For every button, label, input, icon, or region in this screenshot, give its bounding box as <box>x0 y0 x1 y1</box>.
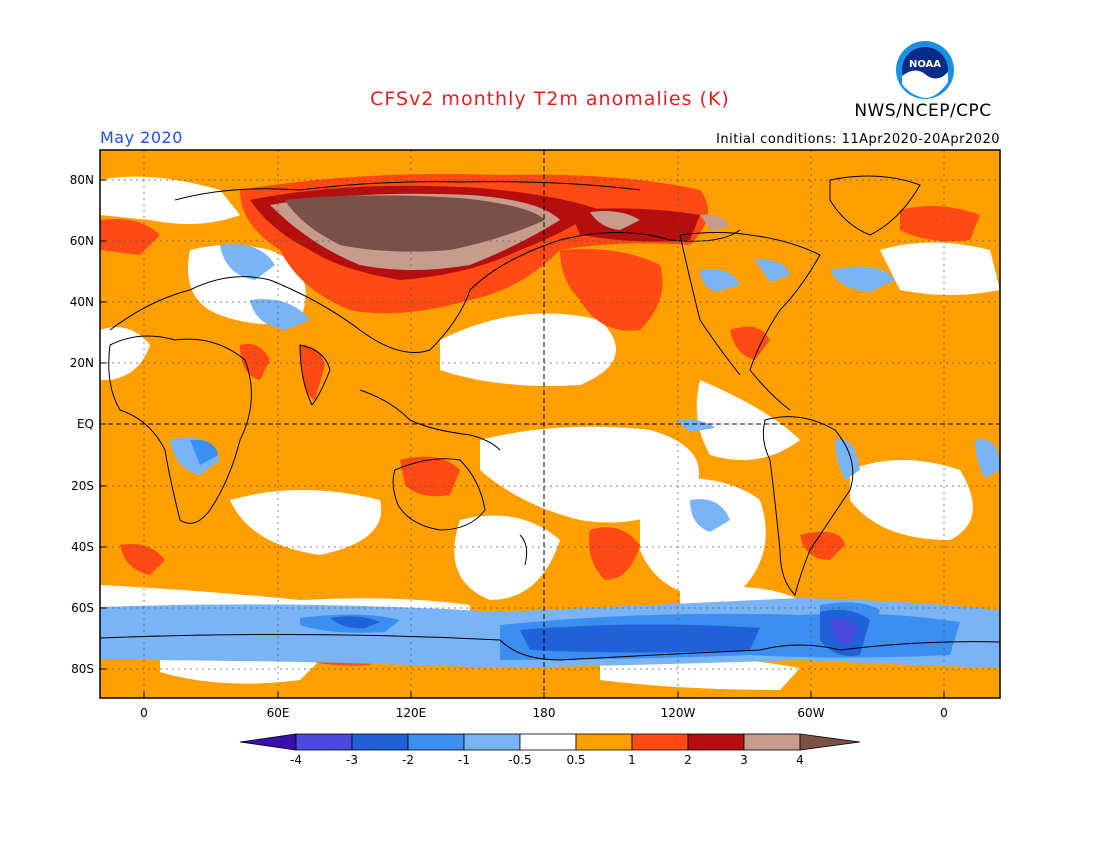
lon-label-0-west: 0 <box>140 706 148 720</box>
lon-label-0-east: 0 <box>940 706 948 720</box>
lat-label-eq: EQ <box>77 417 94 431</box>
lon-label-120e: 120E <box>396 706 427 720</box>
colorbar-label: -0.5 <box>508 753 531 767</box>
colorbar-label: -1 <box>458 753 470 767</box>
colorbar-arrow-right <box>799 733 861 751</box>
lat-label-60s: 60S <box>71 601 94 615</box>
colorbar-label: 1 <box>628 753 636 767</box>
colorbar-arrow-left <box>239 733 297 751</box>
colorbar-swatch-5 <box>519 733 577 751</box>
colorbar-swatch-3 <box>407 733 465 751</box>
map-title: CFSv2 monthly T2m anomalies (K) <box>370 88 730 110</box>
lat-label-60n: 60N <box>70 234 94 248</box>
colorbar-label: 0.5 <box>566 753 585 767</box>
forecast-month: May 2020 <box>100 128 183 147</box>
lat-label-20s: 20S <box>71 479 94 493</box>
noaa-logo-icon: NOAA <box>896 41 954 99</box>
lon-label-180: 180 <box>533 706 556 720</box>
initial-conditions: Initial conditions: 11Apr2020-20Apr2020 <box>716 132 1000 147</box>
colorbar-label: -4 <box>290 753 302 767</box>
lon-label-60e: 60E <box>267 706 290 720</box>
colorbar-swatch-1 <box>295 733 353 751</box>
colorbar-label: 2 <box>684 753 692 767</box>
equator-dateline <box>100 150 1000 698</box>
lat-label-80s: 80S <box>71 662 94 676</box>
colorbar: -4 -3 -2 -1 -0.5 0.5 1 2 3 4 <box>239 733 861 767</box>
colorbar-swatch-7 <box>631 733 689 751</box>
noaa-logo-text: NOAA <box>909 59 941 70</box>
lat-label-40s: 40S <box>71 540 94 554</box>
colorbar-swatch-6 <box>575 733 633 751</box>
very-cold-regions <box>830 618 858 645</box>
lat-label-20n: 20N <box>70 356 94 370</box>
colorbar-label: 3 <box>740 753 748 767</box>
grid-lines <box>100 150 1000 698</box>
colorbar-swatch-2 <box>351 733 409 751</box>
coastlines <box>100 175 1000 661</box>
colorbar-label: -2 <box>402 753 414 767</box>
axis-ticks <box>100 179 945 698</box>
colorbar-label: 4 <box>796 753 804 767</box>
lat-label-80n: 80N <box>70 173 94 187</box>
colorbar-label: -3 <box>346 753 358 767</box>
colorbar-swatch-4 <box>463 733 521 751</box>
colorbar-swatch-9 <box>743 733 801 751</box>
agency-label: NWS/NCEP/CPC <box>854 101 992 121</box>
lon-label-120w: 120W <box>661 706 696 720</box>
lat-label-40n: 40N <box>70 295 94 309</box>
extreme-warm-regions <box>285 195 545 252</box>
colorbar-swatch-8 <box>687 733 745 751</box>
lon-label-60w: 60W <box>797 706 824 720</box>
